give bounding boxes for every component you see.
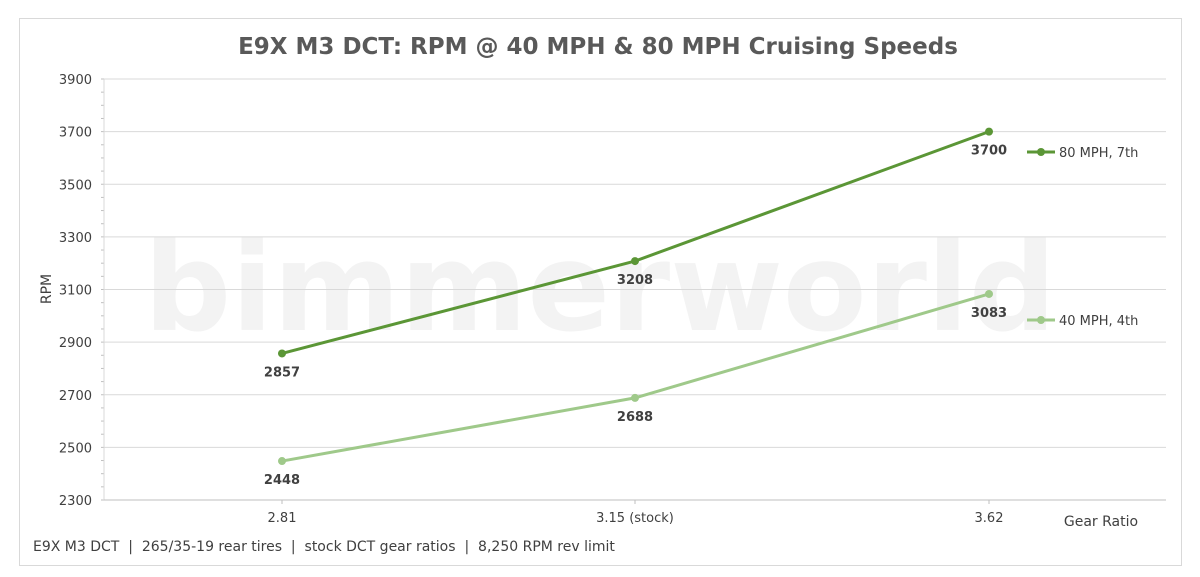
data-label: 3208 [617,273,653,288]
y-tick-label: 3700 [59,126,92,141]
footnote: E9X M3 DCT | 265/35-19 rear tires | stoc… [33,539,615,555]
data-labels: 2857 3208 3700 2448 2688 3083 [264,144,1007,488]
legend-swatch-marker [1037,316,1045,324]
data-point [985,127,993,136]
data-point [278,457,286,466]
chart-title: E9X M3 DCT: RPM @ 40 MPH & 80 MPH Cruisi… [238,34,958,60]
data-label: 3700 [971,144,1007,159]
y-tick-label: 3900 [59,73,92,88]
legend-label: 40 MPH, 4th [1059,314,1138,329]
data-point [631,393,639,402]
y-tick-label: 3500 [59,178,92,193]
y-tick-label: 2900 [59,336,92,351]
x-axis-ticks: 2.81 3.15 (stock) 3.62 [268,500,1004,526]
data-point [278,349,286,358]
watermark-logo: bimmerworld [144,217,1056,359]
y-axis-ticks: 2300 2500 2700 2900 3100 3300 3500 3700 3900 [59,73,92,509]
legend-label: 80 MPH, 7th [1059,146,1138,161]
data-point [631,257,639,266]
y-tick-label: 2500 [59,441,92,456]
legend: 80 MPH, 7th 40 MPH, 4th [1027,146,1138,329]
data-label: 2857 [264,365,300,380]
data-label: 2448 [264,473,300,488]
x-tick-label: 3.62 [975,511,1004,526]
x-tick-label: 3.15 (stock) [596,511,674,526]
y-axis-title: RPM [39,274,55,304]
data-label: 3083 [971,306,1007,321]
y-tick-label: 2300 [59,494,92,509]
legend-swatch-marker [1037,148,1045,156]
series-lines [278,127,993,466]
y-tick-label: 3100 [59,284,92,299]
data-label: 2688 [617,410,653,425]
x-tick-label: 2.81 [268,511,297,526]
y-tick-label: 3300 [59,231,92,246]
gridlines [101,78,1166,501]
y-tick-label: 2700 [59,389,92,404]
x-axis-title: Gear Ratio [1064,514,1138,530]
data-point [985,289,993,298]
